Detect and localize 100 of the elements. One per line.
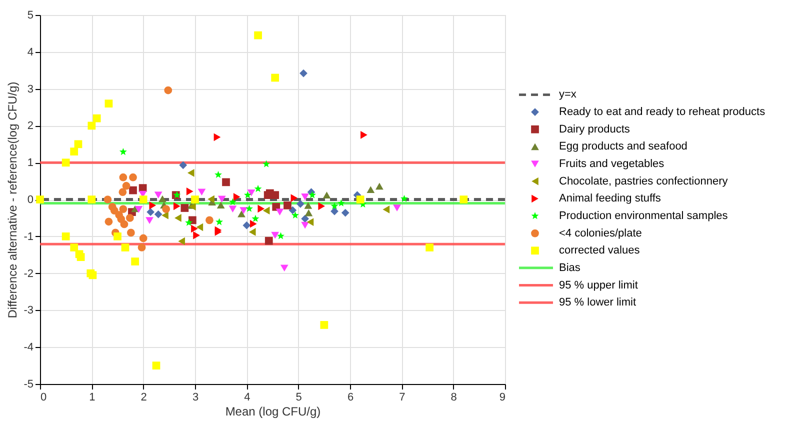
point bbox=[222, 178, 230, 186]
point bbox=[233, 192, 240, 201]
point bbox=[301, 222, 309, 229]
point bbox=[152, 362, 160, 370]
point bbox=[196, 223, 204, 232]
point bbox=[330, 202, 338, 210]
point bbox=[62, 232, 70, 240]
y-tick-label: -1 bbox=[24, 230, 34, 243]
point bbox=[356, 196, 364, 204]
x-tick-label: 8 bbox=[450, 392, 457, 404]
point bbox=[174, 214, 182, 222]
point bbox=[191, 196, 199, 204]
point bbox=[271, 74, 280, 82]
point bbox=[206, 216, 214, 224]
x-tick-label: 4 bbox=[244, 392, 250, 404]
point bbox=[131, 258, 140, 266]
point bbox=[154, 210, 162, 218]
point bbox=[138, 244, 146, 252]
x-tick-label: 6 bbox=[347, 392, 354, 404]
point bbox=[180, 204, 189, 212]
point bbox=[119, 148, 127, 156]
legend-label: 95 % lower limit bbox=[559, 296, 636, 309]
point bbox=[120, 220, 128, 228]
point bbox=[254, 31, 262, 40]
point bbox=[304, 202, 312, 209]
point bbox=[139, 234, 148, 242]
point bbox=[301, 194, 309, 200]
x-tick-label: 7 bbox=[399, 392, 406, 404]
point bbox=[296, 200, 304, 208]
point bbox=[337, 199, 345, 206]
point bbox=[149, 201, 156, 210]
point bbox=[246, 204, 253, 212]
point bbox=[76, 253, 85, 261]
x-tick-label: 1 bbox=[89, 392, 96, 404]
point bbox=[118, 188, 127, 196]
point bbox=[104, 196, 112, 204]
point bbox=[186, 187, 194, 196]
point bbox=[185, 218, 193, 226]
point bbox=[360, 130, 368, 139]
point bbox=[276, 208, 284, 216]
x-tick-label: 5 bbox=[296, 392, 302, 404]
point bbox=[290, 194, 298, 202]
point bbox=[280, 264, 288, 272]
y-tick-label: 0 bbox=[27, 194, 34, 206]
point bbox=[258, 204, 265, 213]
point bbox=[129, 186, 137, 194]
point bbox=[322, 192, 331, 198]
point bbox=[178, 237, 185, 246]
point bbox=[254, 184, 262, 192]
legend-label: Egg products and seafood bbox=[559, 140, 688, 153]
legend-label: Ready to eat and ready to reheat products bbox=[559, 106, 766, 118]
point bbox=[162, 211, 168, 220]
y-axis-title: Difference alternative - reference(log CFU/g) bbox=[6, 82, 20, 318]
point bbox=[134, 206, 143, 213]
point bbox=[308, 191, 316, 198]
point bbox=[70, 244, 78, 252]
point bbox=[104, 218, 113, 226]
point bbox=[191, 224, 198, 233]
point bbox=[146, 208, 155, 216]
point bbox=[74, 140, 82, 148]
legend-label: Chocolate, pastries confectionnery bbox=[559, 175, 728, 188]
y-tick-label: 5 bbox=[27, 10, 34, 22]
point bbox=[306, 218, 314, 226]
point bbox=[208, 195, 214, 204]
point bbox=[162, 205, 170, 214]
point bbox=[460, 196, 468, 204]
point bbox=[62, 158, 70, 167]
point bbox=[264, 236, 273, 245]
point bbox=[376, 182, 384, 190]
x-tick-label: 3 bbox=[192, 392, 199, 404]
point bbox=[158, 195, 166, 202]
point bbox=[248, 228, 256, 236]
point bbox=[174, 202, 180, 210]
point bbox=[104, 100, 113, 108]
point bbox=[119, 205, 128, 214]
y-tick-label: 1 bbox=[27, 157, 34, 170]
y-tick-label: -4 bbox=[24, 342, 34, 354]
point bbox=[216, 202, 225, 208]
point bbox=[88, 196, 96, 204]
point bbox=[146, 217, 154, 224]
x-axis-title: Mean (log CFU/g) bbox=[225, 404, 321, 418]
point bbox=[262, 206, 270, 215]
point bbox=[114, 232, 122, 240]
legend-label: 95 % upper limit bbox=[559, 279, 638, 292]
point bbox=[126, 214, 134, 222]
point bbox=[240, 207, 248, 214]
point bbox=[366, 186, 375, 193]
y-tick-label: 3 bbox=[27, 83, 34, 96]
legend-label: y=x bbox=[559, 88, 577, 101]
legend-label: corrected values bbox=[559, 244, 640, 257]
point bbox=[216, 218, 224, 226]
point bbox=[129, 173, 137, 182]
point bbox=[393, 204, 401, 212]
point bbox=[426, 244, 434, 252]
y-tick-label: -3 bbox=[24, 304, 34, 317]
point bbox=[300, 69, 308, 78]
point bbox=[320, 321, 328, 329]
point bbox=[110, 206, 118, 214]
point bbox=[70, 148, 78, 156]
y-tick-label: 2 bbox=[27, 120, 34, 132]
